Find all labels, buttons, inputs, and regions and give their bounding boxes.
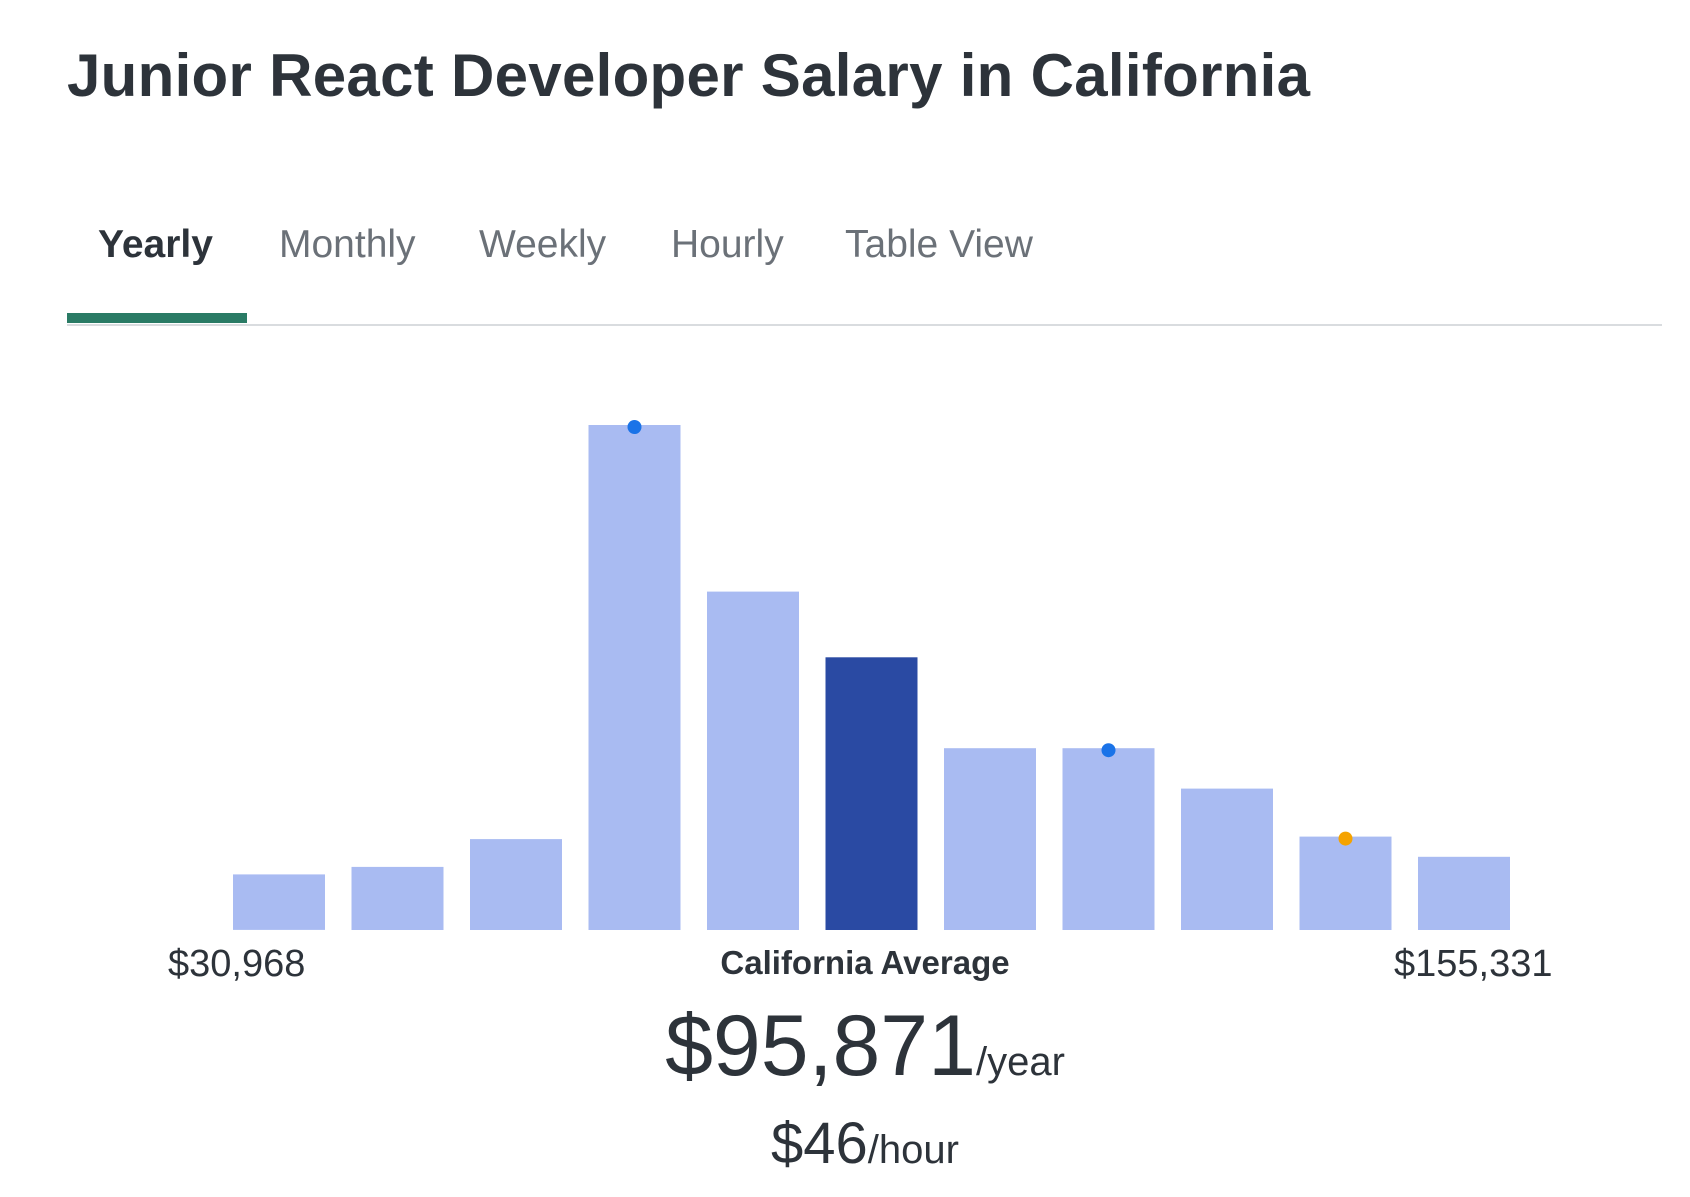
histogram-bar[interactable]: [588, 425, 681, 930]
tab-weekly[interactable]: Weekly: [479, 223, 607, 266]
marker-dot-blue: [627, 420, 642, 434]
tab-yearly[interactable]: Yearly: [98, 223, 213, 266]
salary-range-min: $30,968: [168, 943, 306, 985]
average-yearly: $95,871/year: [0, 996, 1690, 1096]
histogram-bar[interactable]: [707, 591, 799, 930]
average-hourly-value: $46: [771, 1111, 868, 1176]
page-title: Junior React Developer Salary in Califor…: [67, 42, 1311, 109]
salary-range-max: $155,331: [1394, 943, 1553, 985]
period-tabs: Yearly Monthly Weekly Hourly Table View: [67, 200, 1662, 326]
histogram-bar-average[interactable]: [825, 657, 918, 930]
histogram-bar[interactable]: [1418, 856, 1510, 930]
average-yearly-unit: /year: [975, 1040, 1065, 1084]
tab-hourly[interactable]: Hourly: [671, 223, 784, 266]
histogram-bar[interactable]: [944, 748, 1036, 930]
average-hourly-unit: /hour: [867, 1128, 959, 1172]
marker-dot-blue: [1101, 743, 1116, 758]
histogram-bar[interactable]: [233, 874, 325, 930]
salary-distribution-chart: [233, 420, 1510, 930]
histogram-bar[interactable]: [351, 866, 444, 930]
histogram-bar[interactable]: [1181, 788, 1273, 930]
average-label: California Average: [720, 944, 1010, 981]
histogram-bar[interactable]: [1062, 748, 1155, 930]
tab-table-view[interactable]: Table View: [845, 223, 1033, 266]
marker-dot-orange: [1338, 831, 1353, 846]
average-yearly-value: $95,871: [665, 998, 976, 1094]
active-tab-indicator: [67, 313, 247, 323]
average-hourly: $46/hour: [0, 1106, 1690, 1182]
histogram-bar[interactable]: [470, 839, 562, 930]
tab-monthly[interactable]: Monthly: [279, 223, 416, 266]
histogram-bar[interactable]: [1299, 836, 1392, 930]
